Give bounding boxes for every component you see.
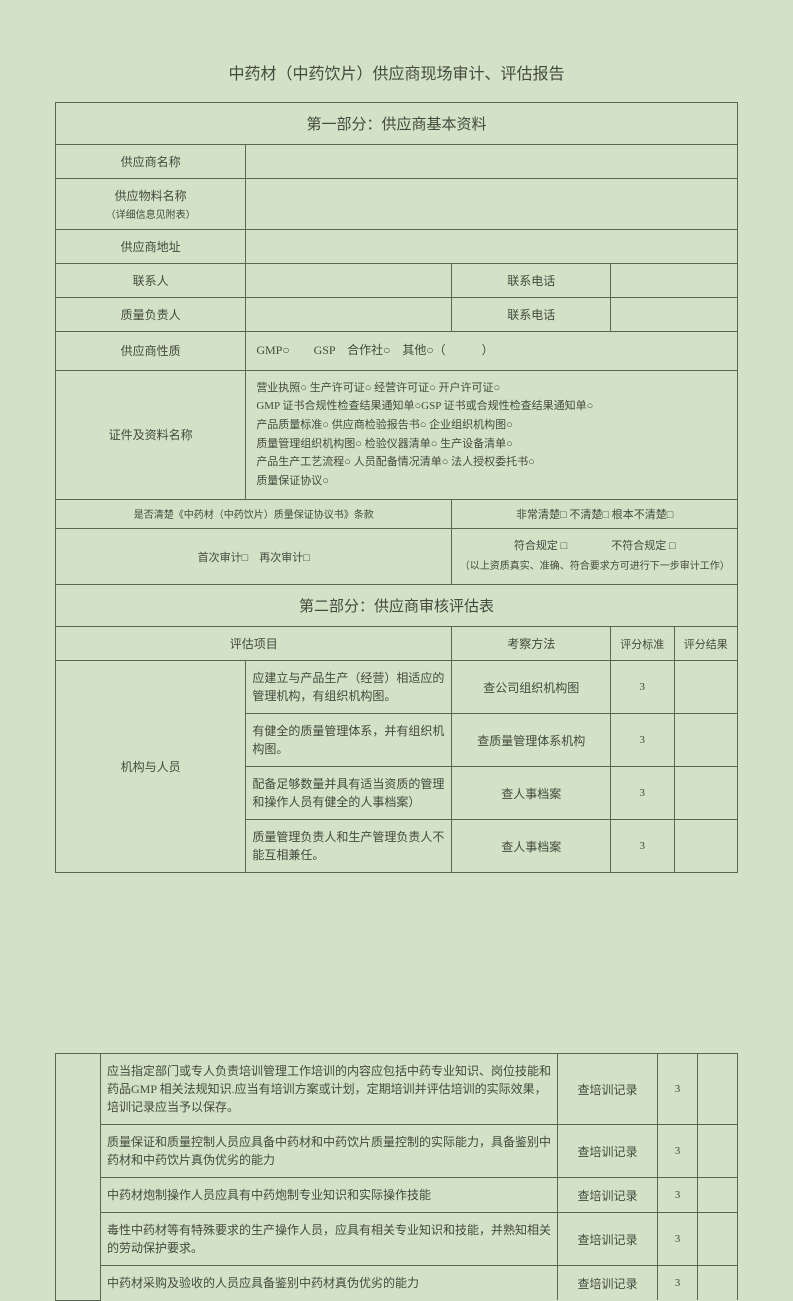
contact-phone-label: 联系电话: [452, 264, 611, 298]
quality-person-value: [246, 298, 452, 332]
r2-item: 有健全的质量管理体系，并有组织机构图。: [246, 714, 452, 767]
r7-result: [698, 1178, 738, 1213]
col-item-header: 评估项目: [56, 627, 452, 661]
page-title: 中药材（中药饮片）供应商现场审计、评估报告: [55, 60, 738, 84]
docs-content: 营业执照○ 生产许可证○ 经营许可证○ 开户许可证○ GMP 证书合规性检查结果…: [246, 370, 738, 499]
r9-result: [698, 1266, 738, 1301]
contact-phone-value: [611, 264, 738, 298]
r2-method: 查质量管理体系机构: [452, 714, 611, 767]
page-gap: [55, 873, 738, 1053]
supplier-type-label: 供应商性质: [56, 332, 246, 371]
col-method-header: 考察方法: [452, 627, 611, 661]
r1-item: 应建立与产品生产（经营）相适应的管理机构，有组织机构图。: [246, 661, 452, 714]
r8-result: [698, 1213, 738, 1266]
supplier-addr-label: 供应商地址: [56, 230, 246, 264]
quality-phone-label: 联系电话: [452, 298, 611, 332]
agreement-options: 非常清楚□ 不清楚□ 根本不清楚□: [452, 499, 738, 528]
quality-person-label: 质量负责人: [56, 298, 246, 332]
docs-label: 证件及资料名称: [56, 370, 246, 499]
r3-item: 配备足够数量并具有适当资质的管理和操作人员有健全的人事档案）: [246, 767, 452, 820]
material-name-label: 供应物料名称 （详细信息见附表）: [56, 179, 246, 230]
supplier-name-value: [246, 145, 738, 179]
contact-person-label: 联系人: [56, 264, 246, 298]
r8-method: 查培训记录: [558, 1213, 658, 1266]
quality-phone-value: [611, 298, 738, 332]
r8-score: 3: [658, 1213, 698, 1266]
group-continued: [56, 1054, 101, 1301]
r5-item: 应当指定部门或专人负责培训管理工作培训的内容应包括中药专业知识、岗位技能和药品G…: [101, 1054, 558, 1125]
group1-label: 机构与人员: [56, 661, 246, 873]
r1-result: [674, 661, 737, 714]
r5-score: 3: [658, 1054, 698, 1125]
part1-table: 第一部分：供应商基本资料 供应商名称 供应物料名称 （详细信息见附表） 供应商地…: [55, 102, 738, 873]
r1-method: 查公司组织机构图: [452, 661, 611, 714]
r9-score: 3: [658, 1266, 698, 1301]
r7-score: 3: [658, 1178, 698, 1213]
r4-method: 查人事档案: [452, 820, 611, 873]
agreement-question: 是否清楚《中药材（中药饮片）质量保证协议书》条款: [56, 499, 452, 528]
r3-score: 3: [611, 767, 674, 820]
r5-result: [698, 1054, 738, 1125]
part2-continued-table: 应当指定部门或专人负责培训管理工作培训的内容应包括中药专业知识、岗位技能和药品G…: [55, 1053, 738, 1301]
compliance-cell: 符合规定 □ 不符合规定 □ （以上资质真实、准确、符合要求方可进行下一步审计工…: [452, 528, 738, 585]
material-name-value: [246, 179, 738, 230]
contact-person-value: [246, 264, 452, 298]
r5-method: 查培训记录: [558, 1054, 658, 1125]
col-standard-header: 评分标准: [611, 627, 674, 661]
r3-method: 查人事档案: [452, 767, 611, 820]
r3-result: [674, 767, 737, 820]
part1-header: 第一部分：供应商基本资料: [56, 103, 738, 145]
r6-item: 质量保证和质量控制人员应具备中药材和中药饮片质量控制的实际能力，具备鉴别中药材和…: [101, 1125, 558, 1178]
r6-method: 查培训记录: [558, 1125, 658, 1178]
r4-score: 3: [611, 820, 674, 873]
supplier-type-options: GMP○ GSP 合作社○ 其他○（ ）: [246, 332, 738, 371]
r4-result: [674, 820, 737, 873]
supplier-addr-value: [246, 230, 738, 264]
r9-method: 查培训记录: [558, 1266, 658, 1301]
r2-result: [674, 714, 737, 767]
part2-header: 第二部分：供应商审核评估表: [56, 585, 738, 627]
r6-score: 3: [658, 1125, 698, 1178]
r8-item: 毒性中药材等有特殊要求的生产操作人员，应具有相关专业知识和技能，并熟知相关的劳动…: [101, 1213, 558, 1266]
r6-result: [698, 1125, 738, 1178]
r7-method: 查培训记录: [558, 1178, 658, 1213]
col-result-header: 评分结果: [674, 627, 737, 661]
supplier-name-label: 供应商名称: [56, 145, 246, 179]
r4-item: 质量管理负责人和生产管理负责人不能互相兼任。: [246, 820, 452, 873]
r1-score: 3: [611, 661, 674, 714]
r7-item: 中药材炮制操作人员应具有中药炮制专业知识和实际操作技能: [101, 1178, 558, 1213]
r2-score: 3: [611, 714, 674, 767]
audit-type: 首次审计□ 再次审计□: [56, 528, 452, 585]
r9-item: 中药材采购及验收的人员应具备鉴别中药材真伪优劣的能力: [101, 1266, 558, 1301]
